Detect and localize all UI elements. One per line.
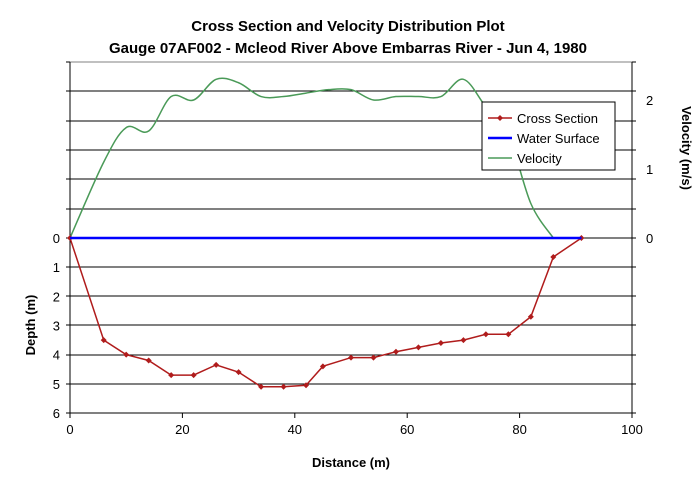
depth-tick-label: 5 xyxy=(53,377,60,392)
series-layer xyxy=(67,77,585,390)
depth-tick-label: 6 xyxy=(53,406,60,421)
cross-section-point xyxy=(415,344,422,351)
cross-section-point xyxy=(348,354,354,361)
cross-section-point xyxy=(168,372,175,379)
distance-axis: 0 20 40 60 80 100 xyxy=(66,412,643,437)
distance-tick-label: 100 xyxy=(621,422,643,437)
distance-tick-label: 0 xyxy=(66,422,73,437)
distance-tick-label: 40 xyxy=(288,422,302,437)
cross-section-point xyxy=(280,383,287,390)
velocity-line xyxy=(69,77,554,239)
cross-section-point xyxy=(527,313,534,320)
right-axis-title: Velocity (m/s) xyxy=(679,106,694,190)
cross-section-point xyxy=(213,361,220,368)
velocity-tick-label: 0 xyxy=(646,231,653,246)
cross-section-point xyxy=(123,351,130,358)
depth-tick-label: 3 xyxy=(53,319,60,334)
distance-tick-label: 60 xyxy=(400,422,414,437)
cross-section-point xyxy=(258,383,265,390)
legend-cross-section-label: Cross Section xyxy=(517,111,598,126)
chart-subtitle: Gauge 07AF002 - Mcleod River Above Embar… xyxy=(109,40,587,57)
depth-tick-label: 4 xyxy=(53,348,60,363)
cross-section-point xyxy=(437,340,444,346)
cross-section-point xyxy=(145,357,152,364)
cross-section-point xyxy=(319,363,326,370)
distance-tick-label: 20 xyxy=(175,422,189,437)
cross-section-point xyxy=(370,354,377,361)
velocity-tick-label: 1 xyxy=(646,162,653,177)
velocity-axis: 0 1 2 xyxy=(631,61,653,414)
cross-section-point xyxy=(303,382,310,389)
depth-axis: 0 1 2 3 4 5 6 xyxy=(53,61,71,421)
legend-water-surface-label: Water Surface xyxy=(517,131,600,146)
cross-section-point xyxy=(100,337,107,344)
cross-section-point xyxy=(505,331,512,338)
cross-section-point xyxy=(550,253,557,260)
depth-tick-label: 0 xyxy=(53,231,60,246)
cross-section-line xyxy=(69,237,582,388)
depth-tick-label: 2 xyxy=(53,289,60,304)
cross-section-point xyxy=(235,369,242,376)
cross-section-point xyxy=(190,372,197,379)
cross-section-point xyxy=(460,337,467,344)
legend-cross-section-marker xyxy=(497,115,503,121)
legend: Cross Section Water Surface Velocity xyxy=(481,101,616,171)
chart-title: Cross Section and Velocity Distribution … xyxy=(191,18,504,35)
depth-tick-label: 1 xyxy=(53,260,60,275)
legend-velocity-label: Velocity xyxy=(517,151,562,166)
cross-section-point xyxy=(482,331,489,338)
velocity-tick-label: 2 xyxy=(646,93,653,108)
left-axis-title: Depth (m) xyxy=(23,295,38,356)
x-axis-title: Distance (m) xyxy=(312,455,390,470)
distance-tick-label: 80 xyxy=(512,422,526,437)
cross-section-point xyxy=(392,348,399,355)
